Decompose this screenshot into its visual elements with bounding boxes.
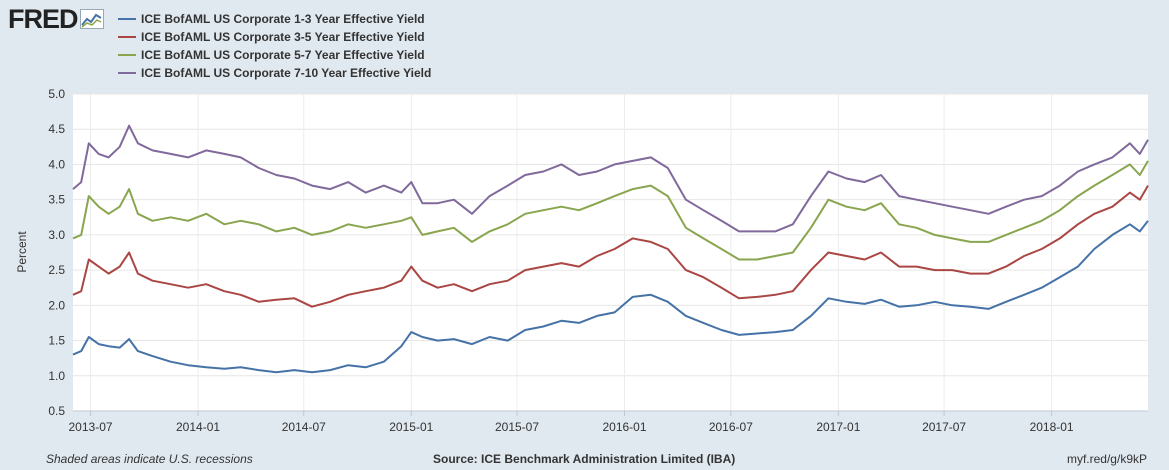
- legend-item-2: ICE BofAML US Corporate 3-5 Year Effecti…: [118, 28, 431, 46]
- x-tick-label: 2017-07: [922, 420, 966, 434]
- y-tick-label: 0.5: [48, 404, 65, 418]
- legend-swatch: [118, 54, 136, 56]
- graph-icon: [79, 9, 104, 29]
- legend-swatch: [118, 72, 136, 74]
- short-link[interactable]: myf.red/g/k9kP: [1066, 452, 1147, 466]
- y-tick-label: 1.0: [48, 369, 65, 383]
- legend-swatch: [118, 36, 136, 38]
- y-tick-label: 2.0: [48, 298, 65, 312]
- y-tick-label: 1.5: [48, 334, 65, 348]
- y-axis-title: Percent: [15, 231, 29, 273]
- y-tick-label: 3.5: [48, 193, 65, 207]
- x-tick-label: 2014-01: [176, 420, 220, 434]
- recession-note: Shaded areas indicate U.S. recessions: [46, 452, 253, 466]
- legend-label: ICE BofAML US Corporate 7-10 Year Effect…: [141, 66, 432, 80]
- legend-label: ICE BofAML US Corporate 5-7 Year Effecti…: [141, 48, 425, 62]
- fred-logo[interactable]: FRED: [8, 4, 104, 34]
- legend-item-1: ICE BofAML US Corporate 1-3 Year Effecti…: [118, 10, 431, 28]
- x-tick-label: 2014-07: [282, 420, 326, 434]
- source-note: Source: ICE Benchmark Administration Lim…: [433, 452, 736, 466]
- legend-label: ICE BofAML US Corporate 3-5 Year Effecti…: [141, 30, 425, 44]
- x-tick-label: 2018-01: [1030, 420, 1074, 434]
- legend-label: ICE BofAML US Corporate 1-3 Year Effecti…: [141, 12, 425, 26]
- y-tick-label: 3.0: [48, 228, 65, 242]
- y-tick-label: 2.5: [48, 263, 65, 277]
- x-tick-label: 2016-07: [709, 420, 753, 434]
- series-line-3: [72, 160, 1149, 261]
- series-line-1: [72, 220, 1149, 374]
- plot-background: [73, 94, 1148, 411]
- x-tick-label: 2016-01: [602, 420, 646, 434]
- legend-item-3: ICE BofAML US Corporate 5-7 Year Effecti…: [118, 46, 431, 64]
- legend-swatch: [118, 18, 136, 20]
- legend-item-4: ICE BofAML US Corporate 7-10 Year Effect…: [118, 64, 431, 82]
- y-tick-label: 4.0: [48, 157, 65, 171]
- y-tick-label: 5.0: [48, 87, 65, 101]
- series-line-4: [72, 124, 1149, 233]
- x-tick-label: 2017-01: [816, 420, 860, 434]
- x-tick-label: 2015-07: [495, 420, 539, 434]
- y-tick-label: 4.5: [48, 122, 65, 136]
- series-layer: [72, 124, 1149, 374]
- axes: 0.5 1.0 1.5 2.0 2.5 3.0 3.5 4.0 4.5 5.0 2013-07 201…: [48, 87, 1148, 434]
- x-tick-label: 2015-01: [389, 420, 433, 434]
- logo-text: FRED: [8, 4, 78, 34]
- legend: ICE BofAML US Corporate 1-3 Year Effecti…: [118, 10, 431, 82]
- series-line-2: [72, 185, 1149, 308]
- x-tick-label: 2013-07: [69, 420, 113, 434]
